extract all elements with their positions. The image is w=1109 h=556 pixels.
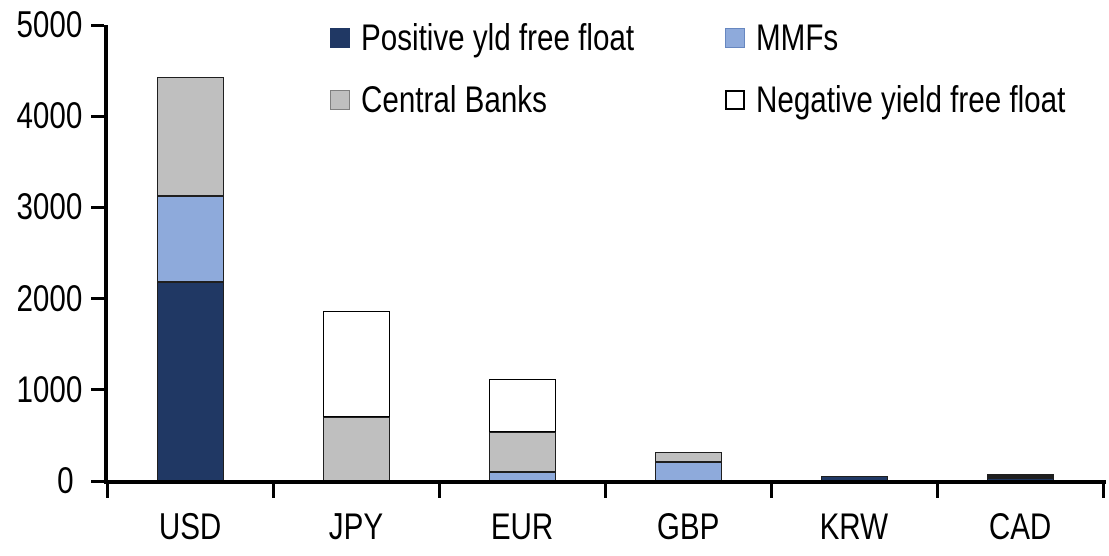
x-axis-label-krw: KRW [771, 507, 937, 547]
y-axis-tick-label: 1000 [0, 369, 82, 410]
y-axis-tick [91, 205, 104, 209]
y-axis-tick-label-text: 1000 [16, 368, 83, 410]
x-axis-tick [769, 484, 773, 498]
bar-segment-eur-central-banks [488, 431, 556, 472]
legend-swatch-mmfs [725, 28, 745, 48]
legend-item-positive-yld-free-float: Positive yld free float [330, 16, 702, 60]
x-axis-line [104, 480, 1106, 484]
bar-segment-gbp-central-banks [654, 451, 722, 462]
y-axis-tick-label: 4000 [0, 96, 82, 136]
legend-swatch-positive-yld-free-float [330, 28, 350, 48]
bar-segment-usd-mmfs [156, 195, 224, 283]
y-axis-tick-label-text: 4000 [16, 95, 83, 137]
bar-segment-usd-central-banks [156, 76, 224, 196]
x-axis-tick [603, 484, 607, 498]
y-axis-tick-label-text: 2000 [16, 277, 83, 319]
y-axis-tick [91, 479, 104, 483]
bar-segment-jpy-central-banks [322, 417, 390, 481]
legend-label: Negative yield free float [756, 79, 1066, 120]
legend-swatch-negative-yield-free-float [725, 90, 745, 110]
legend-item-mmfs: MMFs [725, 16, 859, 60]
x-axis-label-gbp: GBP [605, 507, 771, 547]
bar-segment-cad-central-banks [986, 474, 1054, 477]
legend-item-negative-yield-free-float: Negative yield free float [725, 78, 1109, 122]
x-axis-label-text: JPY [328, 506, 384, 547]
x-axis-tick [1101, 484, 1105, 498]
y-axis-tick [91, 388, 104, 392]
y-axis-tick-label: 2000 [0, 278, 82, 319]
x-axis-label-text: GBP [656, 506, 720, 547]
y-axis-tick-label: 3000 [0, 187, 82, 227]
legend-swatch-central-banks [330, 90, 350, 110]
x-axis-tick [935, 484, 939, 498]
y-axis-tick-label: 5000 [0, 5, 82, 45]
y-axis-tick [91, 23, 104, 27]
x-axis-label-text: EUR [490, 506, 554, 547]
y-axis-tick-label-text: 3000 [16, 186, 83, 228]
x-axis-label-text: CAD [988, 506, 1052, 547]
bar-segment-gbp-mmfs [654, 461, 722, 481]
legend-label: MMFs [756, 17, 839, 58]
x-axis-label-usd: USD [107, 507, 273, 547]
bar-segment-cad-mmfs [986, 476, 1054, 479]
legend-label: Central Banks [361, 79, 547, 120]
x-axis-label-text: USD [158, 506, 222, 547]
legend-item-central-banks: Central Banks [330, 78, 593, 122]
y-axis-tick [91, 297, 104, 301]
y-axis-tick [91, 114, 104, 118]
x-axis-label-cad: CAD [937, 507, 1103, 547]
x-axis-tick [271, 484, 275, 498]
y-axis-line [104, 25, 108, 484]
bar-segment-eur-negative-yield-free-float [488, 378, 556, 432]
y-axis-tick-label: 0 [0, 461, 74, 501]
x-axis-label-text: KRW [819, 506, 889, 547]
bar-segment-usd-positive-yld-free-float [156, 282, 224, 481]
x-axis-tick [437, 484, 441, 498]
y-axis-tick-label-text: 5000 [16, 4, 83, 45]
y-axis-tick-label-text: 0 [57, 460, 74, 501]
x-axis-tick [105, 484, 109, 498]
x-axis-label-jpy: JPY [273, 507, 439, 547]
legend-label: Positive yld free float [361, 17, 635, 58]
bar-segment-jpy-negative-yield-free-float [322, 311, 390, 418]
x-axis-label-eur: EUR [439, 507, 605, 547]
